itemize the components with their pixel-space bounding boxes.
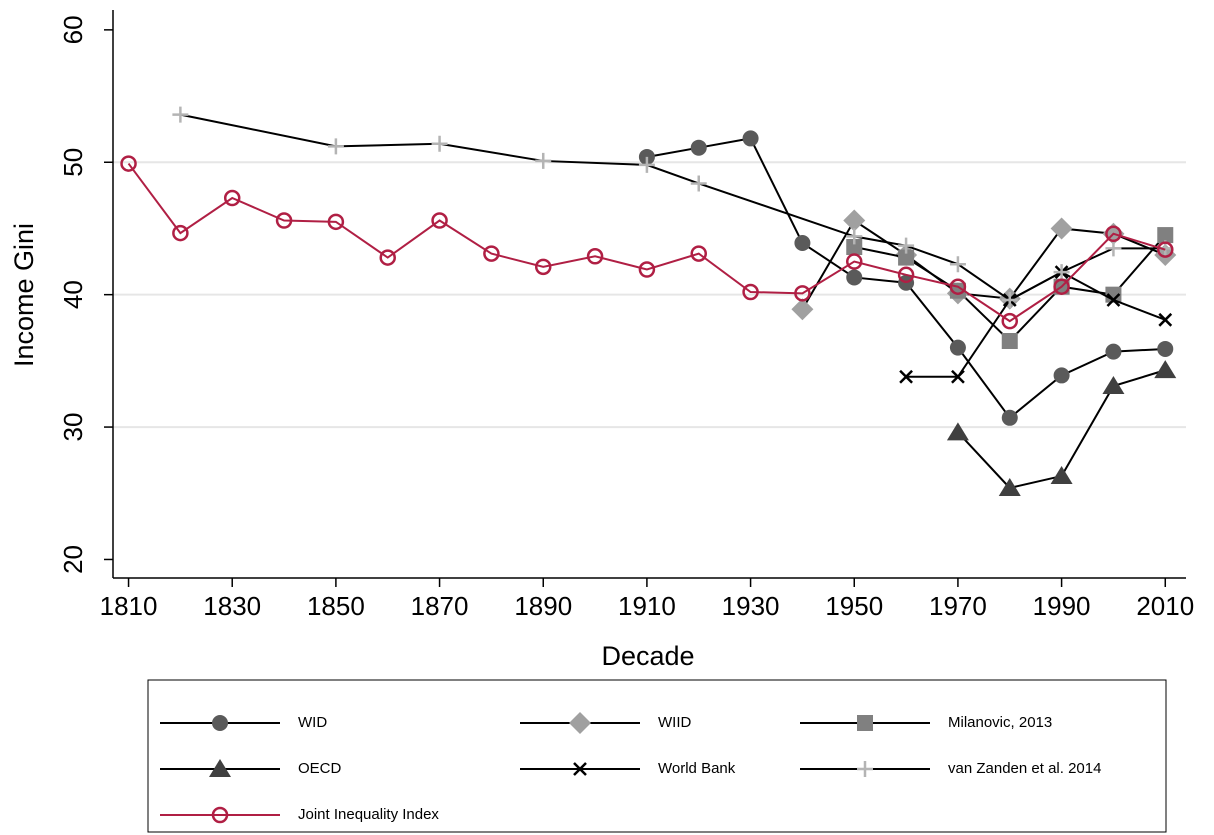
legend-marker (857, 761, 873, 777)
data-point (275, 212, 293, 229)
data-point (949, 278, 967, 295)
legend-label: World Bank (658, 760, 736, 777)
x-tick-label: 1990 (1033, 591, 1091, 621)
x-tick-label: 2010 (1136, 591, 1194, 621)
x-tick-label: 1950 (825, 591, 883, 621)
data-point (1106, 293, 1121, 307)
data-point (379, 249, 396, 266)
data-point (899, 369, 913, 384)
data-point (483, 245, 500, 262)
data-point (846, 269, 863, 286)
data-point (949, 256, 966, 273)
data-point (946, 422, 969, 441)
x-tick-label: 1970 (929, 591, 987, 621)
legend-marker (209, 759, 231, 777)
data-point (846, 228, 863, 245)
y-tick-label: 60 (58, 15, 88, 44)
data-point (1157, 241, 1174, 258)
data-point (951, 369, 965, 384)
legend-marker (212, 715, 228, 731)
x-tick-label: 1910 (618, 591, 676, 621)
x-tick-label: 1930 (722, 591, 780, 621)
y-axis-title: Income Gini (9, 223, 39, 367)
legend-label: WID (298, 714, 327, 731)
data-point (327, 213, 345, 231)
y-tick-label: 40 (58, 280, 88, 309)
data-point (794, 285, 811, 302)
data-point (172, 224, 189, 242)
data-point (1053, 367, 1070, 384)
data-point (431, 212, 448, 229)
legend-marker (211, 806, 229, 824)
data-point (1053, 278, 1070, 295)
x-axis-title: Decade (601, 641, 694, 671)
series-line (127, 162, 1166, 323)
data-point (898, 249, 915, 266)
data-point (1050, 217, 1073, 240)
legend-label: OECD (298, 760, 342, 777)
legend-label: Milanovic, 2013 (948, 714, 1052, 731)
data-point (897, 266, 915, 284)
data-point (1154, 360, 1177, 379)
x-tick-label: 1830 (203, 591, 261, 621)
data-point (791, 298, 814, 321)
data-point (794, 235, 811, 252)
data-point (742, 130, 759, 147)
x-tick-label: 1890 (514, 591, 572, 621)
data-point (690, 175, 707, 192)
data-point (1050, 466, 1073, 485)
legend-box (147, 679, 1167, 833)
data-point (1001, 333, 1018, 350)
data-point (846, 253, 863, 270)
data-point (1105, 240, 1122, 257)
data-point (998, 477, 1021, 496)
data-point (898, 237, 915, 254)
legend-marker (857, 715, 873, 731)
data-point (1102, 376, 1125, 395)
data-point (534, 258, 552, 276)
series-line (906, 271, 1166, 378)
data-point (223, 189, 241, 207)
data-point (846, 238, 863, 255)
legend-marker (569, 712, 591, 734)
data-point (535, 152, 552, 169)
y-tick-label: 30 (58, 413, 88, 442)
data-point (1105, 343, 1122, 360)
data-point (1001, 291, 1018, 308)
legend-label: van Zanden et al. 2014 (948, 760, 1101, 777)
series-line (180, 113, 1166, 302)
data-point (1053, 264, 1070, 281)
y-tick-label: 20 (58, 545, 88, 574)
data-point (690, 139, 707, 156)
x-tick-label: 1810 (100, 591, 158, 621)
data-point (1001, 312, 1019, 330)
data-point (638, 261, 656, 278)
data-point (843, 209, 866, 232)
legend-label: Joint Inequality Index (298, 806, 439, 823)
legend-marker (573, 762, 587, 776)
x-tick-label: 1850 (307, 591, 365, 621)
y-tick-label: 50 (58, 148, 88, 177)
data-point (1001, 409, 1018, 426)
data-point (690, 245, 707, 262)
legend-label: WIID (658, 714, 691, 731)
data-point (120, 155, 137, 172)
data-point (638, 156, 655, 173)
data-point (1157, 340, 1174, 357)
data-point (949, 339, 966, 356)
data-point (1105, 225, 1122, 243)
data-point (1158, 312, 1173, 327)
data-point (1157, 227, 1174, 244)
data-point (586, 248, 604, 265)
data-point (172, 106, 189, 123)
data-point (431, 135, 448, 152)
data-point (327, 138, 344, 155)
x-tick-label: 1870 (411, 591, 469, 621)
data-point (742, 283, 759, 301)
